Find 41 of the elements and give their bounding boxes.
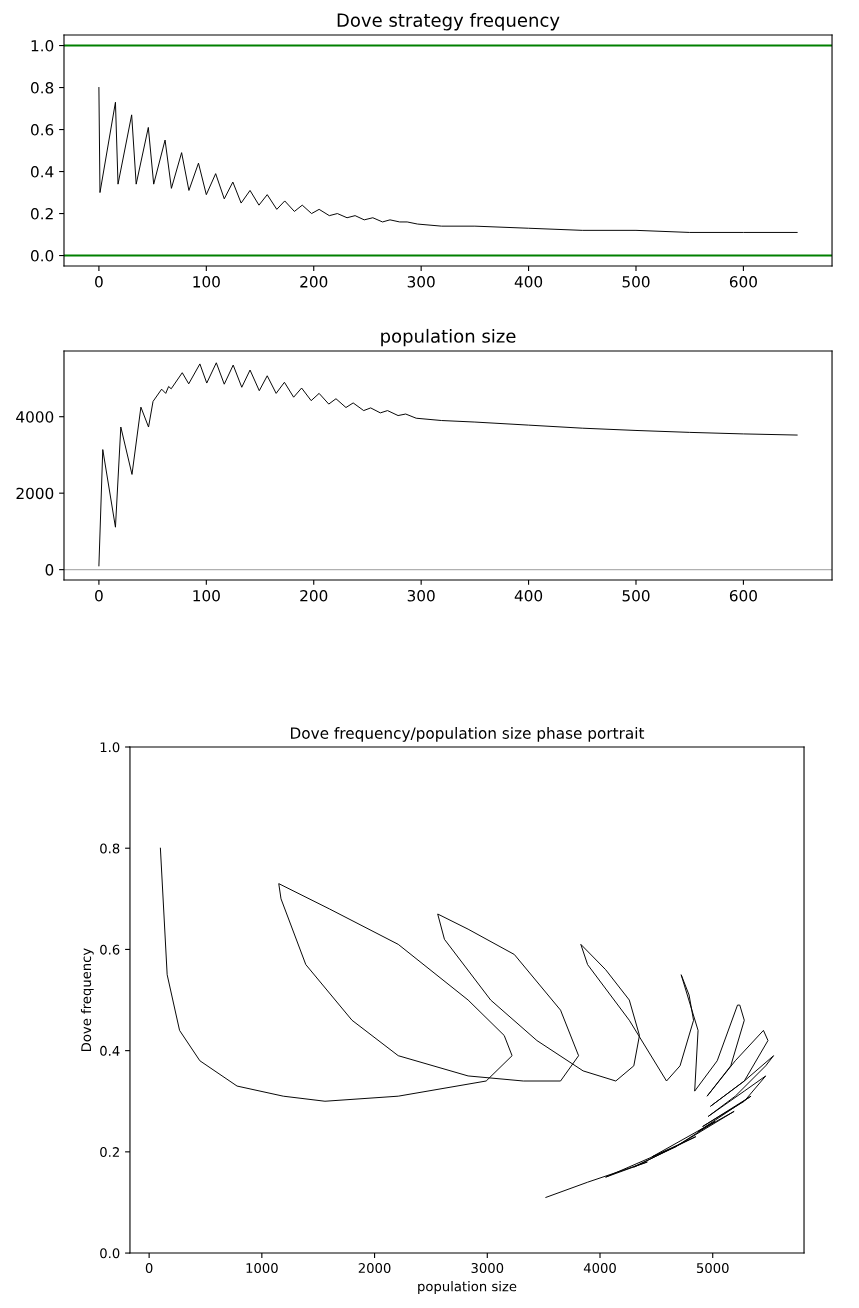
y-tick-label: 0.2 — [100, 1147, 119, 1158]
y-tick-label: 1.0 — [31, 40, 54, 52]
y-tick-label: 1.0 — [100, 742, 120, 753]
y-tick-label: 0.8 — [30, 82, 54, 94]
y-tick-label: 0.4 — [30, 166, 54, 178]
y-tick-label: 0.8 — [100, 843, 120, 854]
y-tick-label: 0.0 — [30, 250, 54, 262]
x-tick-label: 3000 — [471, 1263, 504, 1273]
y-tick-label: 0.4 — [100, 1045, 120, 1056]
line-series — [98, 362, 798, 567]
y-tick-label: 4000 — [16, 411, 54, 423]
y-axis-title: Dove frequency — [80, 948, 94, 1051]
x-tick-label: 5000 — [696, 1263, 729, 1273]
x-tick-label: 4000 — [583, 1263, 616, 1273]
chart-title: population size — [381, 328, 516, 347]
x-tick-label: 400 — [514, 276, 543, 288]
x-tick-label: 2000 — [358, 1263, 391, 1273]
line-series — [159, 847, 775, 1198]
y-tick-label: 0.6 — [30, 124, 54, 136]
y-tick-label: 2000 — [16, 487, 54, 500]
x-tick-label: 400 — [514, 589, 543, 602]
x-tick-label: 600 — [729, 276, 757, 288]
x-tick-label: 1000 — [246, 1263, 278, 1273]
y-tick-label: 0 — [45, 564, 54, 576]
x-tick-label: 100 — [193, 589, 220, 602]
chart-title: Dove strategy frequency — [337, 13, 560, 31]
y-tick-label: 0.2 — [30, 208, 53, 220]
x-tick-label: 100 — [193, 276, 220, 288]
x-axis-title: population size — [418, 1281, 517, 1294]
y-tick-label: 0.0 — [100, 1248, 120, 1259]
x-tick-label: 500 — [622, 589, 650, 602]
y-tick-label: 0.6 — [100, 944, 120, 955]
x-tick-label: 300 — [407, 589, 435, 602]
x-tick-label: 300 — [407, 276, 435, 288]
chart-title: Dove frequency/population size phase portrait — [291, 727, 645, 742]
line-series — [98, 87, 798, 233]
x-tick-label: 200 — [300, 276, 328, 288]
x-tick-label: 200 — [300, 589, 328, 602]
x-tick-label: 600 — [729, 589, 757, 602]
x-tick-label: 500 — [622, 276, 650, 288]
x-tick-label: 0 — [145, 1263, 153, 1273]
